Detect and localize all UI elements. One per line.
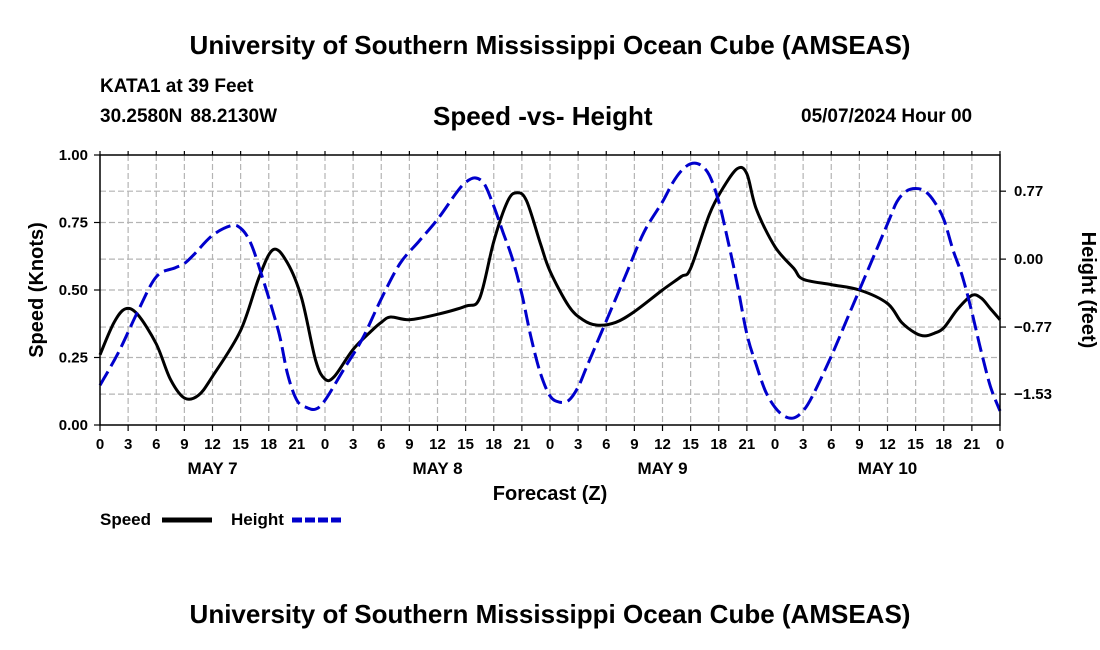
x-tick-label: 9 — [180, 436, 188, 453]
x-tick-label: 0 — [96, 436, 104, 453]
series-layer — [98, 161, 1002, 420]
longitude: 88.2130W — [190, 106, 278, 127]
day-label: MAY 10 — [858, 459, 918, 478]
x-tick-label: 18 — [710, 436, 727, 453]
x-tick-label: 15 — [907, 436, 924, 453]
x-tick-label: 15 — [232, 436, 249, 453]
station-coordinates: 30.2580N 88.2130W — [100, 106, 285, 128]
x-tick-label: 15 — [682, 436, 699, 453]
y-tick-label: 0.75 — [59, 215, 88, 232]
x-tick-label: 3 — [124, 436, 132, 453]
x-tick-label: 15 — [457, 436, 474, 453]
x-axis-label: Forecast (Z) — [493, 483, 607, 505]
y-tick-label: 0.50 — [59, 282, 88, 299]
series-line-height — [98, 161, 1002, 420]
x-tick-label: 3 — [349, 436, 357, 453]
y2-axis-label: Height (feet) — [1077, 232, 1099, 349]
x-tick-label: 12 — [879, 436, 896, 453]
y2-tick-label: −1.53 — [1014, 386, 1052, 403]
series-line-speed — [98, 165, 1002, 401]
y-tick-label: 1.00 — [59, 147, 88, 164]
y-axis-label: Speed (Knots) — [26, 222, 48, 358]
x-tick-label: 3 — [799, 436, 807, 453]
forecast-date: 05/07/2024 Hour 00 — [801, 106, 973, 127]
x-tick-label: 12 — [429, 436, 446, 453]
x-axis: 0 3 6 9 12 15 18 21 0 3 6 9 12 15 18 21 0 3 6 9 12 15 18 21 0 3 6 9… — [96, 151, 1004, 478]
footer-title: University of Southern Mississippi Ocean… — [189, 599, 911, 629]
day-label: MAY 8 — [412, 459, 462, 478]
x-tick-label: 6 — [152, 436, 160, 453]
x-tick-label: 0 — [996, 436, 1004, 453]
y2-tick-label: −0.77 — [1014, 319, 1052, 336]
legend-speed-label: Speed — [100, 510, 151, 529]
latitude: 30.2580N — [100, 106, 183, 127]
station-label: KATA1 at 39 Feet — [100, 76, 254, 97]
y-tick-label: 0.00 — [59, 417, 88, 434]
x-tick-label: 9 — [405, 436, 413, 453]
y-axis-right: −1.53 −0.77 0.00 0.77 — [1000, 183, 1052, 403]
x-tick-label: 6 — [827, 436, 835, 453]
y-tick-label: 0.25 — [59, 350, 88, 367]
grid — [100, 155, 1000, 425]
x-tick-label: 21 — [514, 436, 531, 453]
chart-title: Speed -vs- Height — [433, 101, 653, 131]
x-tick-label: 0 — [771, 436, 779, 453]
legend: Speed Height — [100, 510, 342, 529]
legend-height-label: Height — [231, 510, 284, 529]
x-tick-label: 18 — [935, 436, 952, 453]
y-axis-left: 0.00 0.25 0.50 0.75 1.00 — [59, 147, 100, 434]
y2-tick-label: 0.77 — [1014, 183, 1043, 200]
page-title: University of Southern Mississippi Ocean… — [189, 30, 911, 60]
y2-tick-label: 0.00 — [1014, 251, 1043, 268]
day-label: MAY 9 — [637, 459, 687, 478]
x-tick-label: 18 — [260, 436, 277, 453]
x-tick-label: 18 — [485, 436, 502, 453]
x-tick-label: 21 — [739, 436, 756, 453]
x-tick-label: 3 — [574, 436, 582, 453]
x-tick-label: 12 — [204, 436, 221, 453]
x-tick-label: 21 — [289, 436, 306, 453]
x-tick-label: 9 — [630, 436, 638, 453]
x-tick-label: 6 — [602, 436, 610, 453]
x-tick-label: 21 — [964, 436, 981, 453]
x-tick-label: 6 — [377, 436, 385, 453]
x-tick-label: 9 — [855, 436, 863, 453]
x-tick-label: 12 — [654, 436, 671, 453]
x-tick-label: 0 — [546, 436, 554, 453]
day-label: MAY 7 — [187, 459, 237, 478]
x-tick-label: 0 — [321, 436, 329, 453]
